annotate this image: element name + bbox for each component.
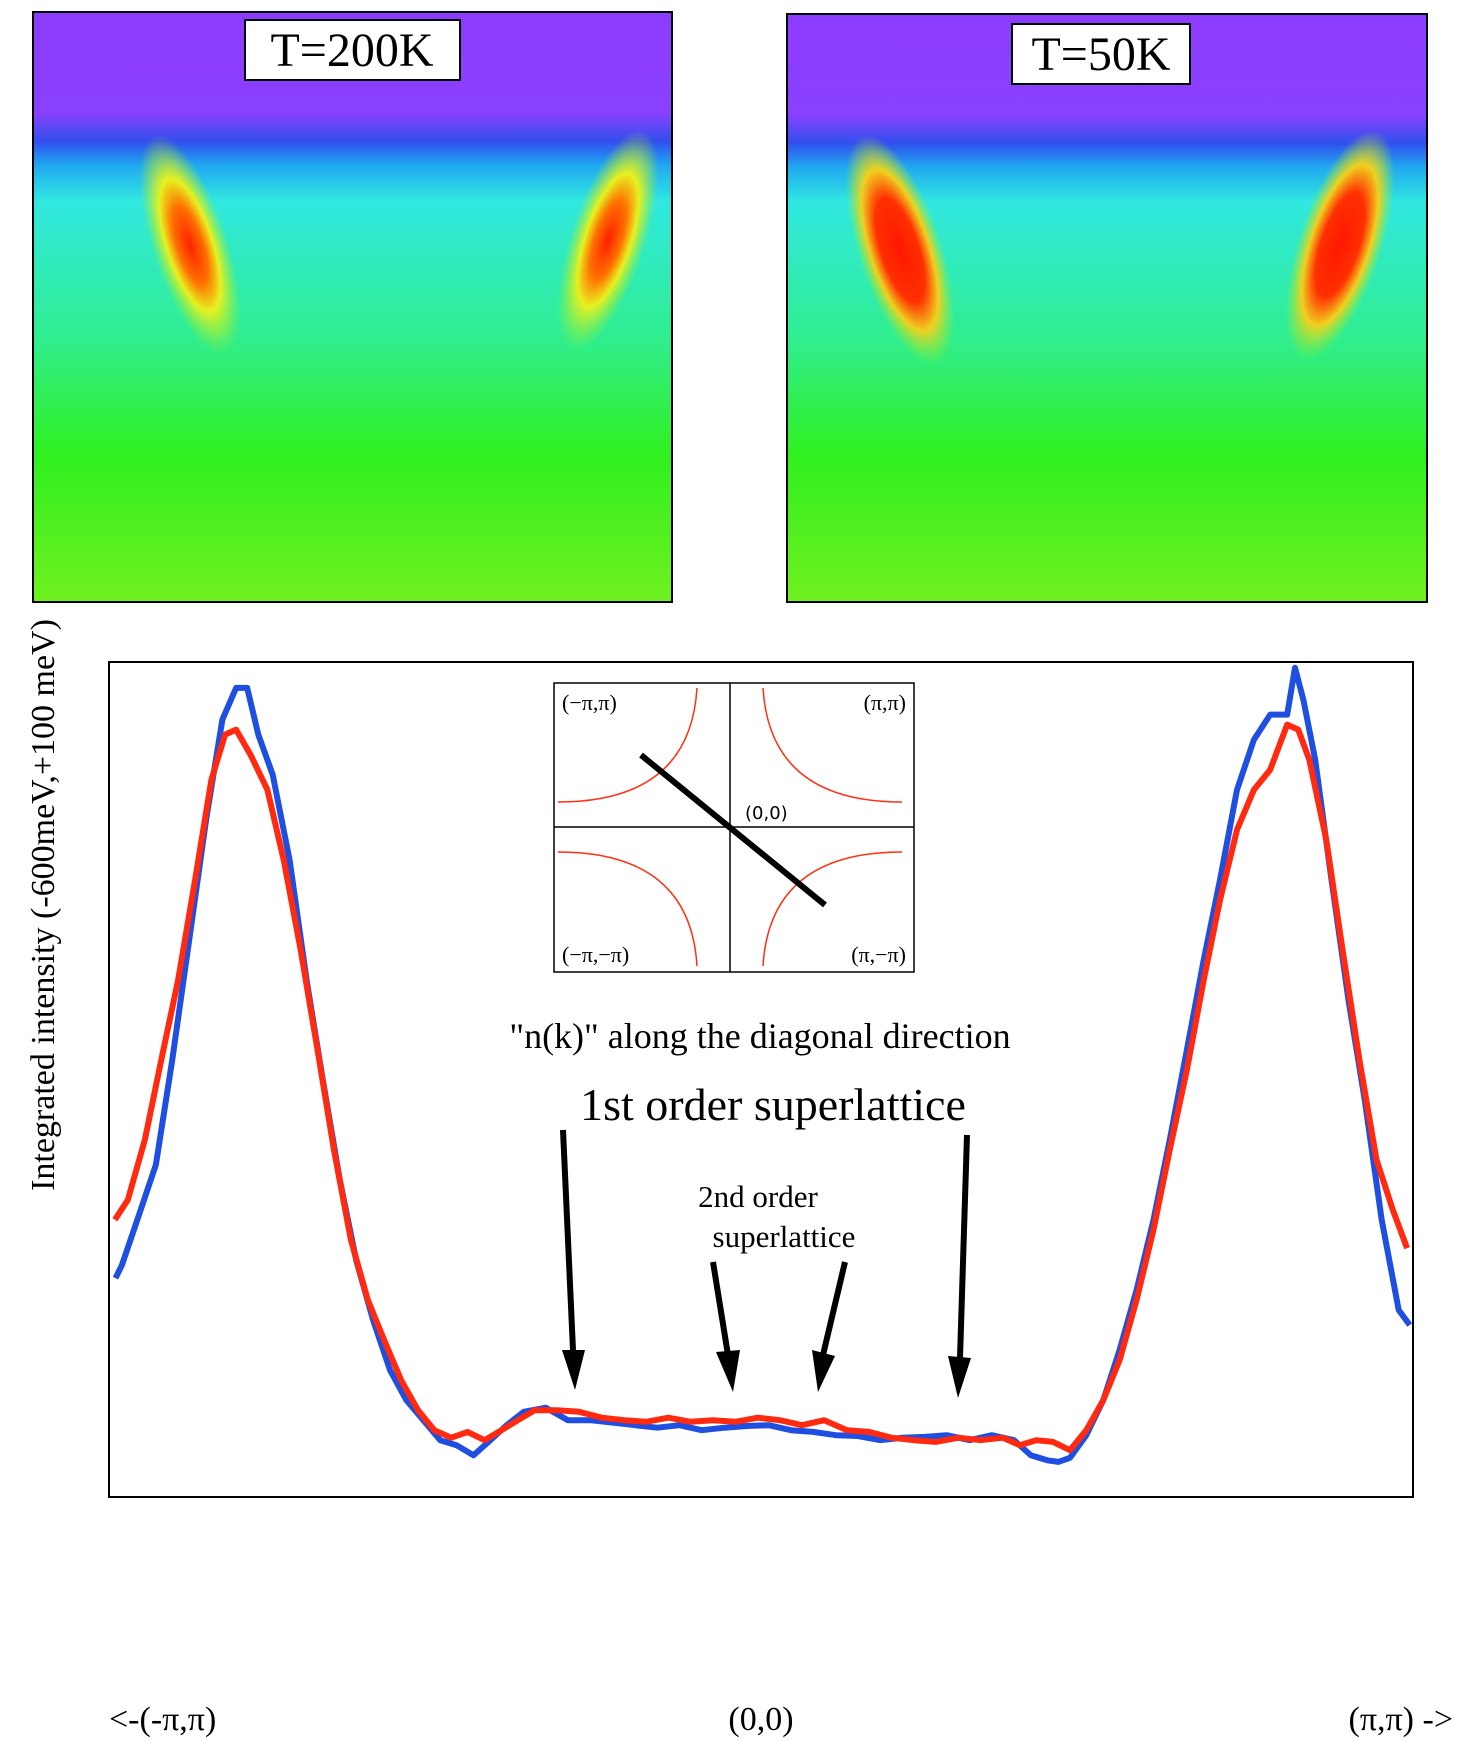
annotation: 1st order superlattice bbox=[580, 1079, 966, 1130]
arrowheads bbox=[562, 1350, 971, 1398]
x-tick-label: (π,π) -> bbox=[1349, 1701, 1453, 1738]
inset-label: (−π,−π) bbox=[562, 942, 629, 967]
inset-label: (π,−π) bbox=[851, 942, 906, 967]
spectrum-image: T=200K bbox=[32, 11, 673, 603]
inset-label: (π,π) bbox=[864, 690, 906, 715]
arrows bbox=[560, 1129, 970, 1359]
x-tick-label: <-(-π,π) bbox=[109, 1701, 216, 1738]
annotation: superlattice bbox=[713, 1219, 856, 1254]
y-axis-label: Integrated intensity (-600meV,+100 meV) bbox=[25, 619, 62, 1191]
image-label: T=50K bbox=[1031, 28, 1170, 81]
annotation: 2nd order bbox=[698, 1179, 818, 1214]
inset: (−π,π) (π,π) (−π,−π) (π,−π) (0,0) bbox=[553, 682, 915, 973]
spectrum-image: T=50K bbox=[786, 13, 1428, 603]
x-tick-label: (0,0) bbox=[728, 1701, 793, 1738]
inset-label: (−π,π) bbox=[562, 690, 617, 715]
image-label: T=200K bbox=[270, 24, 433, 77]
annotation: "n(k)" along the diagonal direction bbox=[509, 1016, 1010, 1056]
inset-label: (0,0) bbox=[745, 803, 788, 824]
data-line bbox=[112, 721, 1410, 1454]
data-line bbox=[112, 664, 1413, 1465]
plot-frame bbox=[108, 661, 1414, 1498]
